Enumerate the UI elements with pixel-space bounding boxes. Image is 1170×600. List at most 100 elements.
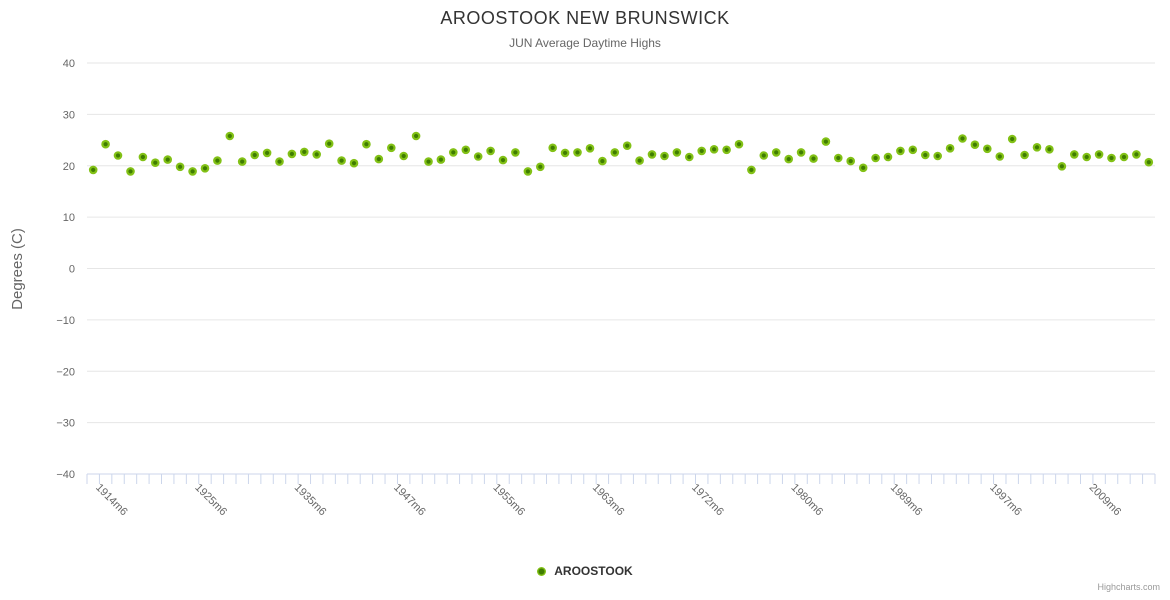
data-point[interactable] <box>237 157 247 166</box>
data-point[interactable] <box>896 146 905 156</box>
data-point[interactable] <box>337 156 346 165</box>
data-point[interactable] <box>1107 153 1116 163</box>
axes <box>86 473 1156 484</box>
data-point[interactable] <box>88 165 98 175</box>
data-point[interactable] <box>1020 150 1029 160</box>
data-point[interactable] <box>138 152 148 162</box>
data-point[interactable] <box>759 151 769 160</box>
data-point[interactable] <box>126 167 135 176</box>
data-points <box>88 131 1154 176</box>
data-point[interactable] <box>970 140 980 149</box>
data-point[interactable] <box>709 145 719 154</box>
data-point[interactable] <box>349 158 359 168</box>
data-point[interactable] <box>747 165 756 175</box>
data-point[interactable] <box>1119 152 1129 162</box>
data-point[interactable] <box>300 147 309 157</box>
data-point[interactable] <box>871 153 880 163</box>
data-point[interactable] <box>151 158 160 167</box>
data-point[interactable] <box>821 137 831 146</box>
data-point[interactable] <box>175 162 185 172</box>
data-point[interactable] <box>101 139 110 149</box>
data-point[interactable] <box>275 157 284 166</box>
data-point[interactable] <box>1094 150 1104 159</box>
data-point[interactable] <box>672 148 682 157</box>
data-point[interactable] <box>449 148 458 157</box>
data-point[interactable] <box>523 167 533 176</box>
data-point[interactable] <box>908 145 918 155</box>
legend[interactable]: AROOSTOOK <box>0 564 1170 578</box>
data-point[interactable] <box>113 151 123 160</box>
data-point[interactable] <box>200 164 210 173</box>
y-axis-tick-label: −20 <box>56 366 75 378</box>
data-point[interactable] <box>933 151 942 161</box>
data-point[interactable] <box>262 148 272 158</box>
data-point[interactable] <box>1144 157 1154 167</box>
data-point[interactable] <box>945 144 955 153</box>
data-point[interactable] <box>324 139 334 148</box>
data-point[interactable] <box>573 148 582 157</box>
data-point[interactable] <box>622 141 632 150</box>
data-point[interactable] <box>374 154 384 164</box>
data-point[interactable] <box>287 149 297 159</box>
data-point[interactable] <box>1057 162 1067 171</box>
data-point[interactable] <box>213 156 222 165</box>
data-point[interactable] <box>883 152 893 162</box>
data-point[interactable] <box>1070 150 1079 159</box>
axis-labels: 40 30 20 10 0 −10 −20 −30 −40 1914m6 1925m6 1935m6 1… <box>56 58 1123 518</box>
y-axis-tick-label: 20 <box>63 161 75 173</box>
data-point[interactable] <box>846 156 855 166</box>
data-point[interactable] <box>610 148 620 157</box>
data-point[interactable] <box>560 148 570 158</box>
data-point[interactable] <box>362 139 371 149</box>
data-point[interactable] <box>1032 143 1042 152</box>
data-point[interactable] <box>1007 134 1017 144</box>
data-point[interactable] <box>163 155 172 164</box>
data-point[interactable] <box>734 139 744 149</box>
data-point[interactable] <box>473 152 483 161</box>
data-point[interactable] <box>858 163 868 173</box>
data-point[interactable] <box>722 145 731 155</box>
data-point[interactable] <box>784 154 793 164</box>
data-point[interactable] <box>647 150 657 159</box>
data-point[interactable] <box>424 157 433 166</box>
data-point[interactable] <box>498 155 508 165</box>
data-point[interactable] <box>921 150 930 160</box>
data-point[interactable] <box>399 151 409 161</box>
data-point[interactable] <box>1132 150 1141 159</box>
data-point[interactable] <box>1082 152 1091 162</box>
data-point[interactable] <box>834 153 843 163</box>
data-point[interactable] <box>995 152 1005 161</box>
highcharts-credit[interactable]: Highcharts.com <box>1097 582 1160 592</box>
data-point[interactable] <box>1045 145 1054 154</box>
y-axis-tick-label: −30 <box>56 418 75 430</box>
data-point[interactable] <box>796 148 806 157</box>
x-axis-tick-label: 1947m6 <box>391 482 428 519</box>
data-point[interactable] <box>983 144 992 154</box>
data-point[interactable] <box>188 167 197 176</box>
data-point[interactable] <box>660 151 669 161</box>
data-point[interactable] <box>635 156 644 165</box>
data-point[interactable] <box>958 134 967 143</box>
data-point[interactable] <box>548 143 557 153</box>
data-point[interactable] <box>250 150 259 160</box>
data-point[interactable] <box>312 150 322 159</box>
data-point[interactable] <box>585 144 595 153</box>
data-point[interactable] <box>511 148 520 157</box>
data-point[interactable] <box>697 146 706 156</box>
data-point[interactable] <box>536 162 545 172</box>
data-point[interactable] <box>436 155 446 164</box>
y-axis-tick-label: 10 <box>63 212 75 224</box>
data-point[interactable] <box>387 143 396 153</box>
data-point[interactable] <box>225 131 235 141</box>
data-point[interactable] <box>809 154 818 163</box>
gridlines <box>87 62 1155 475</box>
data-point[interactable] <box>771 148 781 157</box>
x-axis-tick-label: 1914m6 <box>93 482 130 519</box>
data-point[interactable] <box>685 152 694 162</box>
data-point[interactable] <box>411 131 421 141</box>
data-point[interactable] <box>461 145 471 155</box>
data-point[interactable] <box>598 156 607 166</box>
data-point[interactable] <box>486 146 495 156</box>
